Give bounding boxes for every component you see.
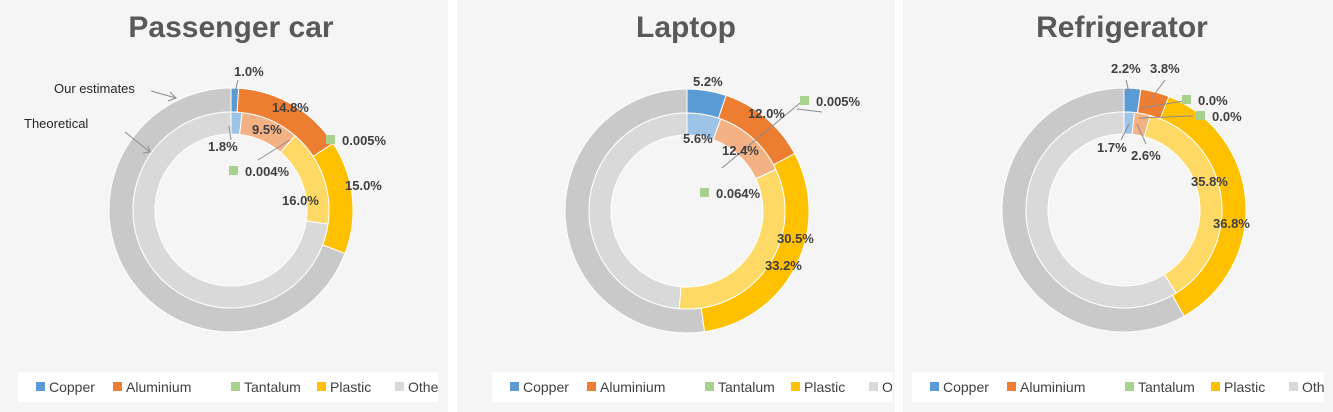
- label-outer-copper: 2.2%: [1111, 61, 1141, 76]
- label-outer-tantalum: 0.0%: [1198, 93, 1228, 108]
- legend-key-aluminium: [1007, 382, 1016, 391]
- legend-label-other: Other: [882, 379, 892, 395]
- legend-label-aluminium: Aluminium: [126, 379, 191, 395]
- legend-key-copper: [510, 382, 519, 391]
- label-inner-tantalum: 0.004%: [245, 164, 290, 179]
- inner-slice-other: [588, 112, 688, 310]
- legend: Copper Aluminium Tantalum Plastic Other: [492, 372, 892, 402]
- label-inner-tantalum: 0.0%: [1212, 109, 1242, 124]
- leader-lines: [1120, 79, 1194, 145]
- label-outer-aluminium: 12.0%: [748, 106, 785, 121]
- leader-line: [1136, 123, 1147, 145]
- legend-key-copper: [930, 382, 939, 391]
- leader-lines: [124, 79, 291, 161]
- leader-line: [1150, 79, 1166, 100]
- label-inner-copper: 1.7%: [1097, 140, 1127, 155]
- legend-key-tantalum: [700, 188, 709, 197]
- legend-label-other: Other: [408, 379, 438, 395]
- inner-slice-other: [1025, 111, 1177, 309]
- leader-line: [796, 108, 823, 113]
- donut-chart-laptop: Laptop 5.2% 12.0% 0.005% 30.5% 5.6% 12.4…: [564, 11, 861, 334]
- leader-line: [234, 79, 239, 93]
- legend-key-tantalum: [231, 382, 240, 391]
- label-outer-tantalum: 0.005%: [816, 94, 861, 109]
- leader-line: [1125, 79, 1130, 93]
- label-inner-plastic: 36.8%: [1213, 216, 1250, 231]
- arrow-head: [142, 145, 151, 154]
- label-inner-copper: 1.8%: [208, 139, 238, 154]
- legend-label-copper: Copper: [49, 379, 95, 395]
- legend-label-aluminium: Aluminium: [1020, 379, 1085, 395]
- label-outer-tantalum: 0.005%: [342, 133, 387, 148]
- chart-title: Passenger car: [128, 11, 333, 44]
- legend-key-tantalum: [1182, 95, 1191, 104]
- legend-items: Copper Aluminium Tantalum Plastic Other: [510, 379, 892, 395]
- legend-label-tantalum: Tantalum: [244, 379, 301, 395]
- legend-label-plastic: Plastic: [804, 379, 845, 395]
- donut-chart-passenger-car: Passenger car Our estimates Theoretical …: [24, 11, 387, 333]
- legend-label-other: Other: [1302, 379, 1324, 395]
- label-inner-plastic: 33.2%: [765, 258, 802, 273]
- legend-label-plastic: Plastic: [330, 379, 371, 395]
- chart-panel-passenger-car: Passenger car Our estimates Theoretical …: [0, 0, 448, 412]
- leader-line: [1138, 115, 1194, 119]
- label-outer-aluminium: 14.8%: [272, 100, 309, 115]
- annotation-our-estimates: Our estimates: [54, 81, 135, 96]
- legend-key-tantalum: [326, 135, 335, 144]
- chart-title: Laptop: [636, 11, 736, 44]
- legend-key-tantalum: [1125, 382, 1134, 391]
- arrow-head: [167, 91, 177, 102]
- legend-label-tantalum: Tantalum: [718, 379, 775, 395]
- leader-line: [150, 90, 177, 99]
- label-outer-plastic: 35.8%: [1191, 174, 1228, 189]
- legend-key-tantalum: [1196, 111, 1205, 120]
- legend-key-copper: [36, 382, 45, 391]
- leader-line: [124, 131, 151, 153]
- legend-key-other: [869, 382, 878, 391]
- legend-key-plastic: [791, 382, 800, 391]
- legend-label-copper: Copper: [943, 379, 989, 395]
- legend-key-plastic: [317, 382, 326, 391]
- chart-title: Refrigerator: [1036, 11, 1208, 44]
- legend-key-tantalum: [800, 96, 809, 105]
- legend-key-tantalum: [705, 382, 714, 391]
- leader-line: [1120, 123, 1130, 141]
- legend-items: Copper Aluminium Tantalum Plastic Other: [36, 379, 438, 395]
- chart-panel-refrigerator: Refrigerator 2.2% 3.8% 0.0% 35.8% 1.7% 2…: [903, 0, 1333, 412]
- legend-key-other: [1289, 382, 1298, 391]
- label-inner-copper: 5.6%: [683, 131, 713, 146]
- leader-line: [257, 139, 291, 161]
- label-outer-copper: 5.2%: [693, 74, 723, 89]
- leader-line: [1140, 100, 1185, 109]
- legend-key-other: [395, 382, 404, 391]
- label-outer-aluminium: 3.8%: [1150, 61, 1180, 76]
- label-inner-plastic: 16.0%: [282, 193, 319, 208]
- inner-slice-other: [132, 111, 329, 309]
- label-outer-copper: 1.0%: [234, 64, 264, 79]
- legend-label-plastic: Plastic: [1224, 379, 1265, 395]
- leader-line: [228, 125, 232, 141]
- label-inner-aluminium: 2.6%: [1131, 148, 1161, 163]
- legend-label-copper: Copper: [523, 379, 569, 395]
- legend-key-tantalum: [229, 166, 238, 175]
- legend-key-aluminium: [113, 382, 122, 391]
- chart-panel-laptop: Laptop 5.2% 12.0% 0.005% 30.5% 5.6% 12.4…: [457, 0, 895, 412]
- label-outer-plastic: 15.0%: [345, 178, 382, 193]
- label-inner-aluminium: 12.4%: [722, 143, 759, 158]
- leader-line: [721, 102, 801, 169]
- donut-chart-refrigerator: Refrigerator 2.2% 3.8% 0.0% 35.8% 1.7% 2…: [1001, 11, 1250, 333]
- legend: Copper Aluminium Tantalum Plastic Other: [18, 372, 438, 402]
- legend-label-aluminium: Aluminium: [600, 379, 665, 395]
- label-inner-aluminium: 9.5%: [252, 122, 282, 137]
- legend-label-tantalum: Tantalum: [1138, 379, 1195, 395]
- leader-lines: [721, 102, 823, 169]
- legend-items: Copper Aluminium Tantalum Plastic Other: [930, 379, 1324, 395]
- legend-key-plastic: [1211, 382, 1220, 391]
- label-inner-tantalum: 0.064%: [716, 186, 761, 201]
- annotation-theoretical: Theoretical: [24, 116, 88, 131]
- label-outer-plastic: 30.5%: [777, 231, 814, 246]
- legend: Copper Aluminium Tantalum Plastic Other: [912, 372, 1324, 402]
- legend-key-aluminium: [587, 382, 596, 391]
